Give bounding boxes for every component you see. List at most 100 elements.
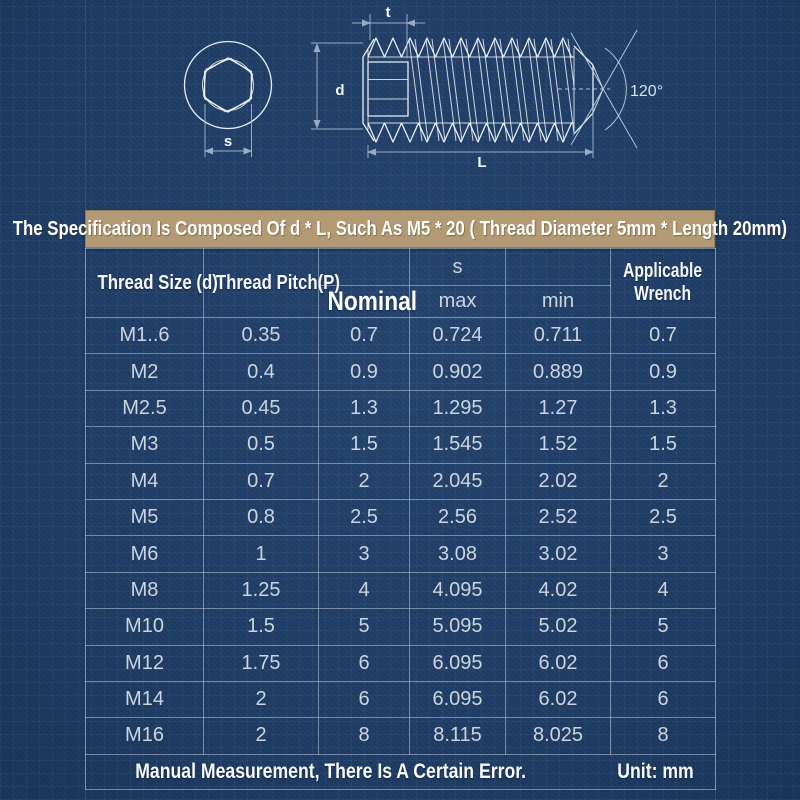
cell-size: M8 xyxy=(85,571,204,610)
thread-flank-lines xyxy=(408,38,574,142)
cell-wrench: 6 xyxy=(610,644,716,682)
left-end-cap xyxy=(362,38,375,142)
cell-pitch: 0.5 xyxy=(203,426,319,464)
table-row: M6 1 3 3.08 3.02 3 xyxy=(85,535,716,573)
table-header: Thread Size (d) Thread Pitch(P) s Applic… xyxy=(85,248,716,318)
hex-socket xyxy=(203,57,253,113)
col-header-max: max xyxy=(409,285,506,318)
cell-wrench: 8 xyxy=(610,717,716,755)
cell-size: M6 xyxy=(85,535,204,573)
table-row: M2 0.4 0.9 0.902 0.889 0.9 xyxy=(85,353,716,391)
col-header-applicable-wrench: Applicable Wrench xyxy=(610,248,716,318)
cell-min: 3.02 xyxy=(505,535,611,573)
cup-point xyxy=(573,45,604,135)
dim-L: L xyxy=(367,107,594,171)
dim-label-t: t xyxy=(386,4,391,21)
cell-nominal: 0.7 xyxy=(318,316,410,355)
cell-max: 4.095 xyxy=(409,571,506,610)
cell-nominal: 0.9 xyxy=(318,353,410,391)
cell-nominal: 2.5 xyxy=(318,498,410,537)
cell-min: 0.889 xyxy=(505,353,611,391)
unit-label: Unit: mm xyxy=(617,759,694,783)
hex-socket-chamfer xyxy=(202,57,254,113)
socket-cavity xyxy=(367,61,409,117)
table-row: M2.5 0.45 1.3 1.295 1.27 1.3 xyxy=(85,389,716,428)
table-row: M1..6 0.35 0.7 0.724 0.711 0.7 xyxy=(85,316,716,355)
thread-bottom-profile xyxy=(367,122,574,143)
cell-min: 1.27 xyxy=(505,389,611,428)
cell-pitch: 0.4 xyxy=(203,353,319,391)
cell-pitch: 1.25 xyxy=(203,571,319,610)
cell-pitch: 1.5 xyxy=(203,608,319,646)
screw-outer-circle xyxy=(183,40,273,130)
angle-annotation: 120° xyxy=(558,29,663,149)
cell-max: 3.08 xyxy=(409,535,506,573)
cell-nominal: 1.5 xyxy=(318,426,410,464)
cell-min: 8.025 xyxy=(505,717,611,755)
cell-max: 0.724 xyxy=(409,316,506,355)
front-view: s xyxy=(183,40,273,157)
dim-d: d xyxy=(311,42,363,130)
spec-table: Thread Size (d) Thread Pitch(P) s Applic… xyxy=(85,248,716,790)
dim-s: s xyxy=(204,104,253,157)
cell-size: M16 xyxy=(85,717,204,755)
cell-size: M14 xyxy=(85,680,204,719)
socket-hex-edges xyxy=(368,79,408,100)
col-header-thread-pitch: Thread Pitch(P) xyxy=(203,248,340,318)
cell-min: 6.02 xyxy=(505,680,611,719)
col-header-empty xyxy=(505,248,611,286)
cell-size: M5 xyxy=(85,498,204,537)
cell-size: M4 xyxy=(85,462,204,500)
cell-pitch: 0.35 xyxy=(203,316,319,355)
cell-size: M2.5 xyxy=(85,389,204,428)
cell-max: 1.545 xyxy=(409,426,506,464)
dim-label-L: L xyxy=(477,154,486,171)
cell-nominal: 6 xyxy=(318,644,410,682)
cell-pitch: 0.45 xyxy=(203,389,319,428)
side-view: 120° t d L xyxy=(311,4,663,171)
cell-nominal: 5 xyxy=(318,608,410,646)
cell-min: 1.52 xyxy=(505,426,611,464)
dim-label-d: d xyxy=(335,82,344,99)
cell-wrench: 2.5 xyxy=(610,498,716,537)
cell-wrench: 2 xyxy=(610,462,716,500)
col-header-nominal: Nominal xyxy=(318,285,417,318)
cell-max: 0.902 xyxy=(409,353,506,391)
cell-pitch: 2 xyxy=(203,680,319,719)
table-footer: Manual Measurement, There Is A Certain E… xyxy=(85,753,716,790)
measurement-note: Manual Measurement, There Is A Certain E… xyxy=(135,759,527,783)
cell-min: 6.02 xyxy=(505,644,611,682)
cell-max: 8.115 xyxy=(409,717,506,755)
dim-t: t xyxy=(352,4,425,58)
thread-top-profile xyxy=(367,37,574,58)
table-row: M5 0.8 2.5 2.56 2.52 2.5 xyxy=(85,498,716,537)
cell-max: 5.095 xyxy=(409,608,506,646)
cell-wrench: 3 xyxy=(610,535,716,573)
cell-size: M1..6 xyxy=(85,316,204,355)
col-header-min: min xyxy=(505,285,611,318)
cell-wrench: 1.5 xyxy=(610,426,716,464)
blueprint-grid-line xyxy=(715,0,716,800)
spec-banner-text: The Specification Is Composed Of d * L, … xyxy=(12,217,788,240)
cell-size: M12 xyxy=(85,644,204,682)
cell-pitch: 2 xyxy=(203,717,319,755)
table-row: M10 1.5 5 5.095 5.02 5 xyxy=(85,608,716,646)
cell-wrench: 4 xyxy=(610,571,716,610)
cell-nominal: 4 xyxy=(318,571,410,610)
table-row: M3 0.5 1.5 1.545 1.52 1.5 xyxy=(85,426,716,464)
cell-max: 6.095 xyxy=(409,644,506,682)
cell-min: 2.02 xyxy=(505,462,611,500)
cell-size: M3 xyxy=(85,426,204,464)
table-body: M1..6 0.35 0.7 0.724 0.711 0.7 M2 0.4 0.9 0.902 0.… xyxy=(85,316,716,755)
cell-size: M10 xyxy=(85,608,204,646)
cell-pitch: 1 xyxy=(203,535,319,573)
dim-label-s: s xyxy=(224,133,232,150)
cell-wrench: 6 xyxy=(610,680,716,719)
table-row: M16 2 8 8.115 8.025 8 xyxy=(85,717,716,755)
cell-wrench: 1.3 xyxy=(610,389,716,428)
cell-nominal: 8 xyxy=(318,717,410,755)
cell-min: 2.52 xyxy=(505,498,611,537)
table-row: M4 0.7 2 2.045 2.02 2 xyxy=(85,462,716,500)
cell-size: M2 xyxy=(85,353,204,391)
